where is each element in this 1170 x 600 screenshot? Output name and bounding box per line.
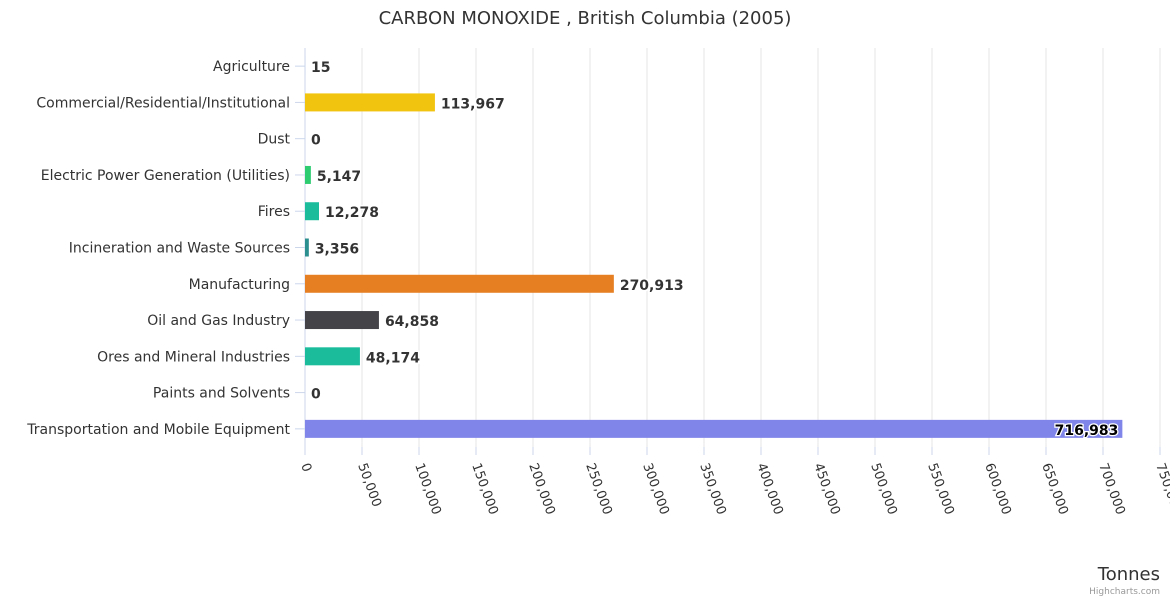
- x-tick-label: 500,000: [867, 461, 899, 517]
- bar: [305, 419, 1123, 438]
- x-tick-label: 250,000: [582, 461, 614, 517]
- x-tick-label: 200,000: [525, 461, 557, 517]
- data-label: 15: [311, 60, 330, 76]
- data-label: 48,174: [366, 350, 420, 366]
- credits-link[interactable]: Highcharts.com: [1089, 587, 1160, 597]
- x-tick-label: 150,000: [468, 461, 500, 517]
- x-tick-label: 100,000: [411, 461, 443, 517]
- x-tick-label: 300,000: [639, 461, 671, 517]
- data-label: 3,356: [315, 242, 359, 258]
- bar: [305, 347, 360, 366]
- data-label: 270,913: [620, 278, 684, 294]
- category-label: Manufacturing: [189, 277, 290, 293]
- category-label: Fires: [258, 204, 290, 220]
- x-tick-label: 0: [297, 461, 314, 474]
- category-label: Oil and Gas Industry: [147, 313, 290, 329]
- data-label: 64,858: [385, 314, 439, 330]
- data-label: 113,967: [441, 96, 505, 112]
- x-axis-title: Tonnes: [1097, 564, 1160, 585]
- category-label: Paints and Solvents: [153, 386, 290, 402]
- bar: [305, 202, 319, 221]
- x-tick-label: 600,000: [981, 461, 1013, 517]
- data-label: 0: [311, 133, 321, 149]
- category-label: Dust: [258, 132, 291, 148]
- category-label: Ores and Mineral Industries: [97, 349, 290, 365]
- x-tick-label: 650,000: [1038, 461, 1070, 517]
- category-label: Transportation and Mobile Equipment: [26, 422, 290, 438]
- bar: [305, 93, 435, 112]
- category-label: Electric Power Generation (Utilities): [41, 168, 290, 184]
- x-tick-label: 750,000: [1152, 461, 1170, 517]
- x-tick-label: 350,000: [696, 461, 728, 517]
- category-label: Incineration and Waste Sources: [69, 241, 290, 257]
- chart-title: CARBON MONOXIDE , British Columbia (2005…: [378, 8, 792, 29]
- data-label: 5,147: [317, 169, 361, 185]
- bar: [305, 311, 379, 330]
- data-label: 0: [311, 387, 321, 403]
- category-label: Agriculture: [213, 59, 290, 75]
- x-tick-label: 550,000: [924, 461, 956, 517]
- bar: [305, 238, 309, 257]
- x-tick-label: 700,000: [1095, 461, 1127, 517]
- x-tick-label: 400,000: [753, 461, 785, 517]
- bar: [305, 165, 311, 184]
- data-label: 716,983: [1055, 423, 1119, 439]
- x-tick-label: 50,000: [354, 461, 384, 509]
- category-label: Commercial/Residential/Institutional: [36, 95, 290, 111]
- data-label: 12,278: [325, 205, 379, 221]
- x-tick-label: 450,000: [810, 461, 842, 517]
- bar: [305, 274, 614, 293]
